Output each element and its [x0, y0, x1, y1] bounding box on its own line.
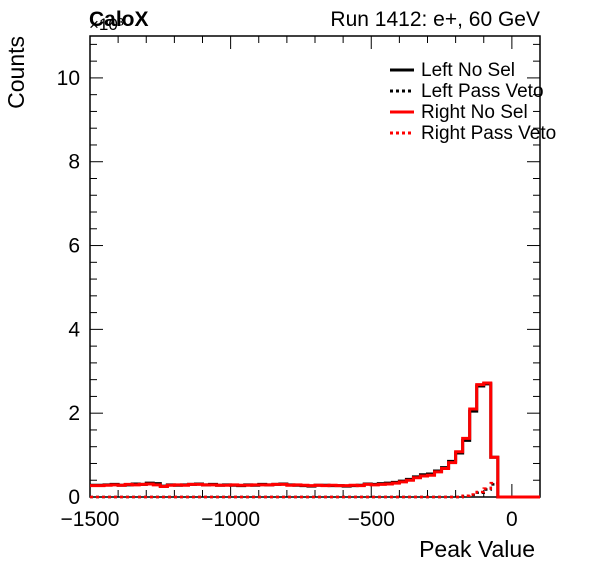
run-info-label: Run 1412: e+, 60 GeV	[330, 8, 540, 31]
x-tick-label: −1000	[201, 508, 260, 531]
y-exponent-label: ×10³	[89, 15, 124, 34]
y-tick-label: 4	[68, 318, 80, 341]
series-line-2	[90, 381, 540, 499]
x-tick-label: −1500	[61, 508, 120, 531]
calox-label: CaloX	[89, 8, 149, 31]
x-tick-label: −500	[348, 508, 395, 531]
legend-label-1: Left Pass Veto	[421, 81, 544, 102]
y-tick-label: 2	[68, 402, 80, 425]
series-lines	[90, 381, 540, 499]
legend-label-2: Right No Sel	[421, 102, 528, 123]
y-tick-label: 8	[68, 151, 80, 174]
series-line-0	[90, 382, 540, 499]
y-tick-label: 6	[68, 235, 80, 258]
y-tick-label: 0	[68, 486, 80, 509]
legend-label-0: Left No Sel	[421, 60, 515, 81]
y-tick-label: 10	[57, 67, 80, 90]
x-axis-title: Peak Value	[419, 536, 535, 562]
x-tick-label: 0	[506, 508, 518, 531]
legend-label-3: Right Pass Veto	[421, 123, 556, 144]
y-axis-title: Counts	[3, 36, 29, 109]
series-line-3	[90, 481, 540, 499]
